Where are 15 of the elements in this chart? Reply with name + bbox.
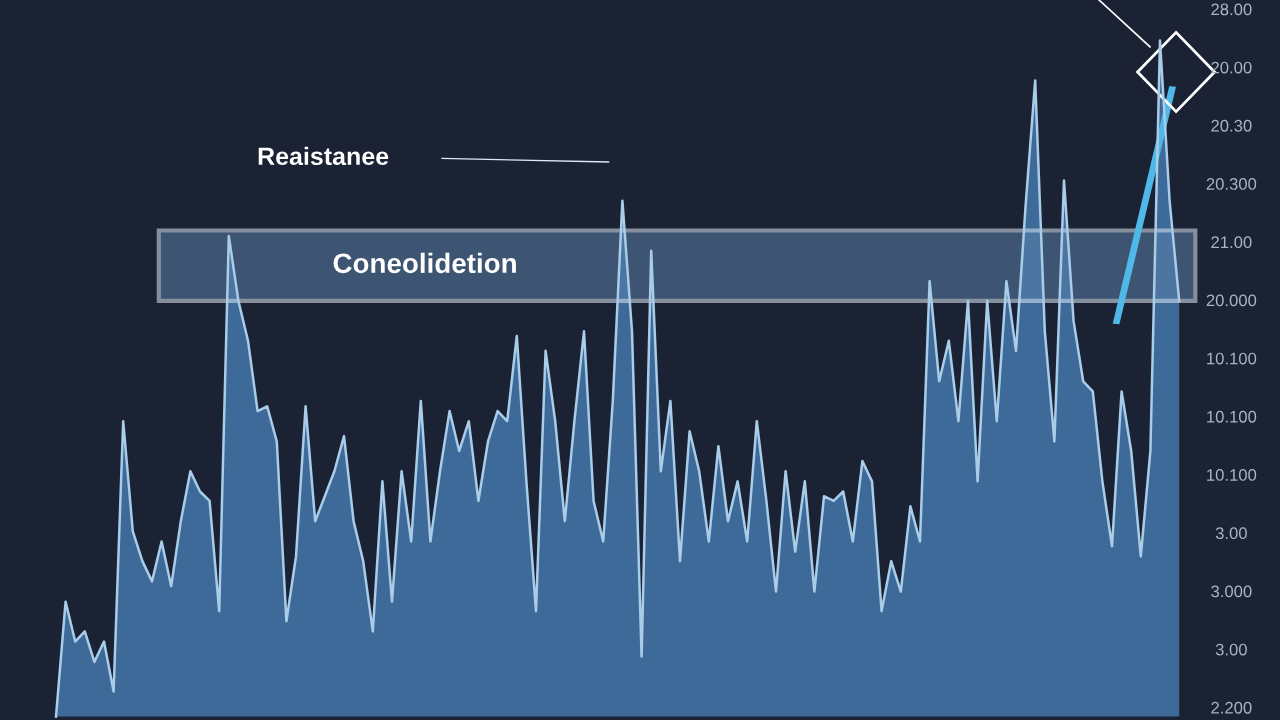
text: 28.00 xyxy=(1211,3,1252,16)
annotation: Reaistanee xyxy=(258,146,389,166)
text: 20.000 xyxy=(1206,294,1257,307)
band-label: Coneolidetion xyxy=(333,252,516,274)
text: 10.100 xyxy=(1207,469,1257,481)
text: 10.100 xyxy=(1207,352,1257,365)
text: 20.300 xyxy=(1206,178,1257,190)
text: 21.00 xyxy=(1211,236,1252,249)
text: 3.000 xyxy=(1211,585,1252,598)
text: 20.30 xyxy=(1211,119,1252,132)
text: 10.100 xyxy=(1207,410,1257,423)
text: 3.00 xyxy=(1215,643,1247,656)
text: 3.00 xyxy=(1215,527,1247,540)
text: 20.00 xyxy=(1211,61,1252,74)
text: 2.200 xyxy=(1211,701,1252,714)
